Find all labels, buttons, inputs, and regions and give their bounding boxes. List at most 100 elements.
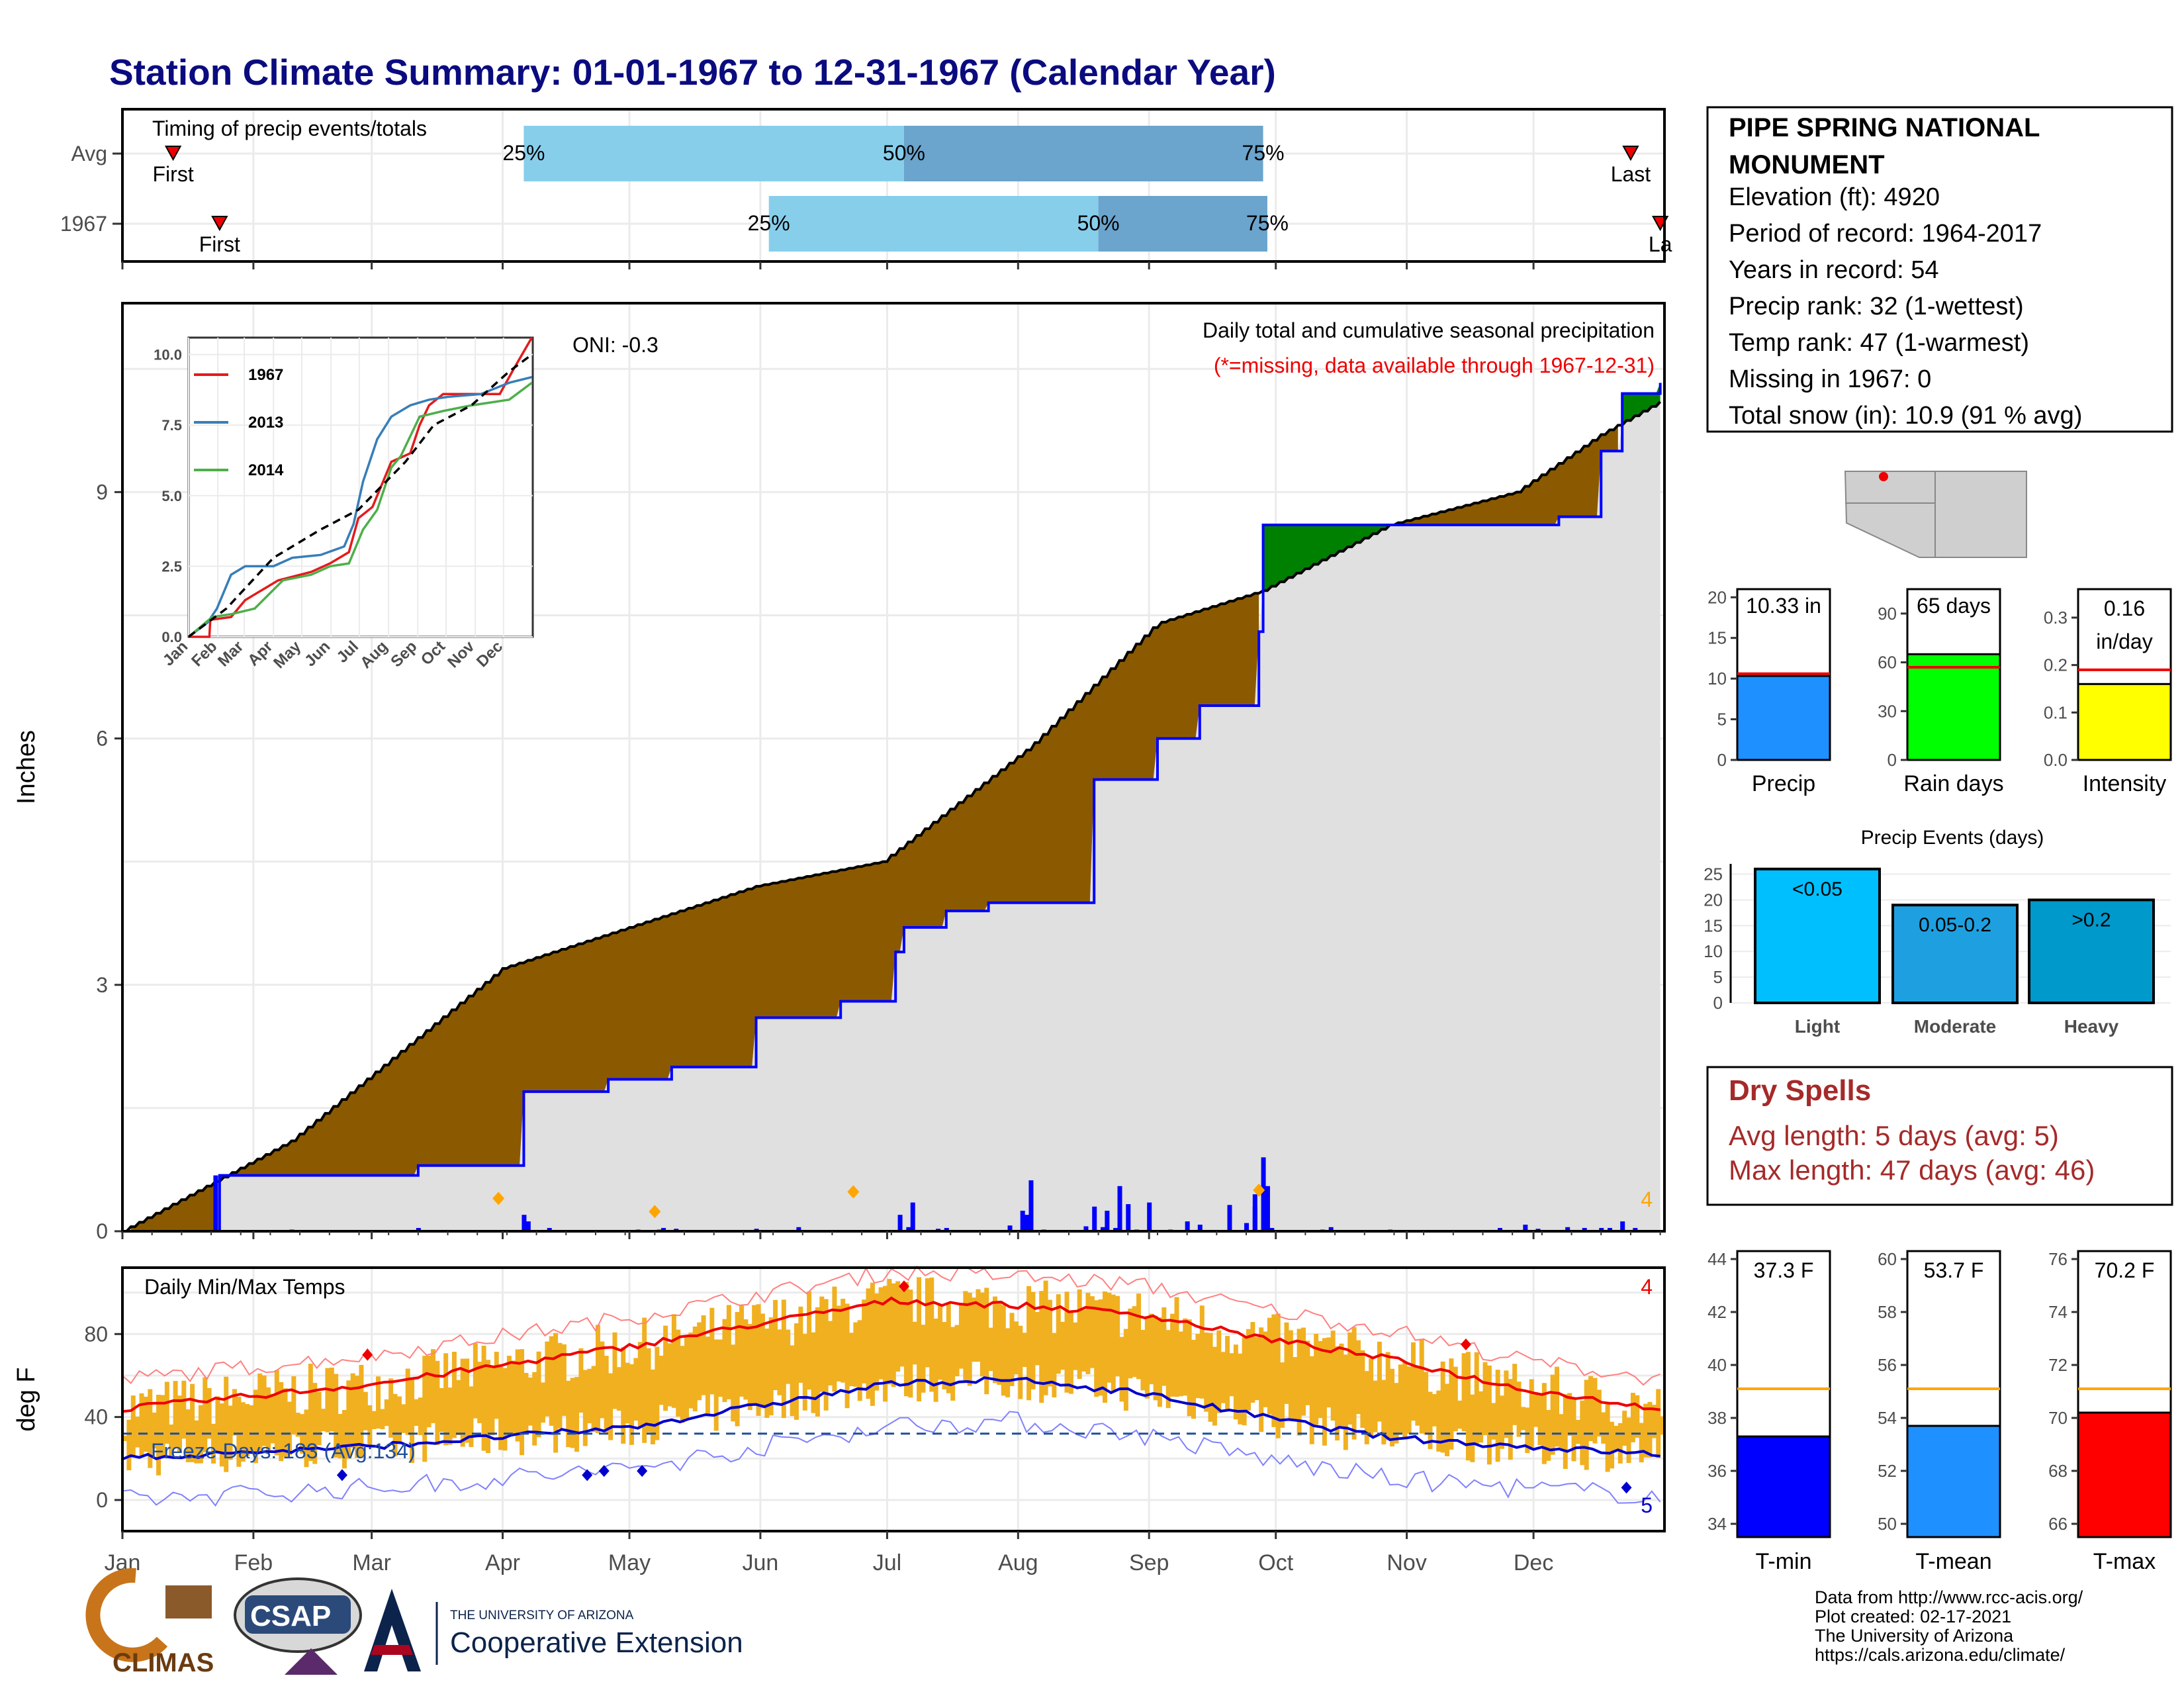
daily-temp-bar: [984, 1288, 989, 1395]
daily-temp-bar: [1030, 1291, 1036, 1389]
daily-temp-bar: [713, 1339, 719, 1431]
daily-temp-bar: [1415, 1366, 1420, 1426]
daily-temp-bar: [857, 1320, 862, 1401]
temp-bar-ytick-label: 76: [2048, 1249, 2068, 1269]
daily-temp-bar: [160, 1395, 165, 1458]
daily-temp-bar: [616, 1367, 621, 1411]
month-label: Jun: [743, 1550, 779, 1575]
avg-max-line: [122, 1296, 1661, 1413]
ua-big-text: Cooperative Extension: [450, 1626, 743, 1659]
daily-temp-bar: [279, 1382, 284, 1462]
quartile-bar-25-50: [768, 196, 1099, 252]
daily-temp-bar: [143, 1396, 148, 1452]
daily-temp-bar: [1056, 1294, 1061, 1374]
daily-temp-bar: [1474, 1352, 1479, 1444]
daily-temp-bar: [1647, 1401, 1653, 1458]
ua-small-text: THE UNIVERSITY OF ARIZONA: [450, 1609, 634, 1622]
daily-temp-bar: [1187, 1319, 1192, 1417]
daily-temp-bar: [460, 1358, 465, 1447]
daily-temp-bar: [747, 1324, 752, 1411]
daily-precip-bar: [1092, 1206, 1097, 1231]
label-75: 75%: [1246, 211, 1289, 235]
daily-temp-bar: [1486, 1365, 1492, 1465]
daily-temp-bar: [1555, 1366, 1560, 1447]
daily-temp-bar: [152, 1412, 157, 1449]
temp-bar-ytick-label: 38: [1707, 1408, 1727, 1428]
daily-temp-bar: [316, 1391, 322, 1446]
daily-precip-bar: [1007, 1225, 1013, 1231]
daily-temp-bar: [1157, 1317, 1162, 1407]
daily-temp-bar: [135, 1417, 140, 1448]
daily-temp-bar: [1132, 1306, 1137, 1378]
climas-logo-text: CLIMAS: [113, 1648, 214, 1677]
record-low-marker: [1621, 1481, 1632, 1494]
daily-temp-bar: [578, 1348, 584, 1413]
daily-temp-bar: [629, 1364, 635, 1445]
daily-temp-bar: [1575, 1419, 1580, 1444]
daily-temp-bar: [185, 1409, 191, 1462]
daily-temp-bar: [866, 1288, 871, 1399]
precip-events-chart: Precip Events (days) 0 5 10 15 20 25 <0.05 Light…: [1704, 827, 2171, 1037]
daily-temp-bar: [1288, 1330, 1293, 1419]
daily-temp-bar: [1123, 1329, 1128, 1411]
daily-temp-bar: [663, 1325, 668, 1411]
record-low-marker: [637, 1465, 648, 1477]
summary-value-text: 0.16: [2104, 596, 2145, 620]
temp-bar-value-text: 37.3 F: [1754, 1258, 1814, 1282]
daily-temp-bar: [536, 1351, 541, 1438]
daily-temp-bar: [917, 1277, 922, 1401]
daily-temp-bar: [997, 1302, 1002, 1385]
daily-temp-bar: [367, 1405, 373, 1447]
daily-temp-bar: [405, 1368, 410, 1435]
daily-temp-bar: [1660, 1416, 1665, 1435]
daily-temp-bar: [709, 1307, 715, 1395]
events-bar-text: 0.05-0.2: [1919, 914, 1991, 936]
events-bar-label: Moderate: [1914, 1016, 1996, 1037]
daily-temp-bar: [1060, 1321, 1066, 1370]
daily-temp-bar: [1347, 1332, 1353, 1425]
daily-temp-bar: [938, 1304, 943, 1380]
daily-temp-bar: [844, 1303, 850, 1409]
daily-temp-bar: [1034, 1311, 1040, 1366]
climas-logo: CLIMAS: [85, 1568, 214, 1677]
daily-temp-bar: [1195, 1334, 1201, 1399]
daily-temp-bar: [1149, 1313, 1154, 1385]
avg-cumulative-line: [122, 400, 1662, 1233]
summary-ytick-label: 0.0: [2044, 750, 2068, 770]
daily-temp-bar: [148, 1389, 153, 1468]
month-label: Dec: [1514, 1550, 1553, 1575]
daily-temp-bar: [899, 1289, 905, 1367]
daily-temp-bar: [253, 1389, 258, 1464]
timing-title: Timing of precip events/totals: [152, 117, 427, 140]
temp-ytick-label: 80: [84, 1322, 108, 1346]
daily-temp-bar: [1140, 1330, 1146, 1391]
inset-ytick-label: 7.5: [161, 417, 182, 434]
temperature-panel: 0 40 80 deg F Daily Min/Max Temps Freeze Days…: [13, 1265, 1666, 1532]
station-info-line: Years in record: 54: [1729, 256, 1939, 284]
summary-bar-label: Intensity: [2083, 771, 2167, 796]
daily-temp-bar: [232, 1389, 237, 1436]
summary-bar-intensity: [2077, 682, 2172, 761]
daily-temp-bar: [494, 1352, 499, 1419]
daily-temp-bar: [1550, 1374, 1555, 1455]
daily-temp-bar: [1043, 1280, 1048, 1395]
daily-temp-bar: [418, 1397, 423, 1436]
daily-temp-bar: [1144, 1317, 1150, 1399]
daily-temp-bar: [1052, 1333, 1057, 1398]
daily-temp-bar: [1001, 1305, 1006, 1396]
station-info-box: PIPE SPRING NATIONAL MONUMENT Elevation …: [1706, 106, 2173, 433]
oni-label: ONI: -0.3: [572, 333, 659, 357]
figure-title: Station Climate Summary: 01-01-1967 to 1…: [109, 52, 1276, 93]
below-cumulative-area: [122, 401, 1661, 1231]
daily-temp-bar: [667, 1343, 672, 1407]
current-cumulative-line: [122, 383, 1662, 1233]
summary-ytick-label: 90: [1878, 604, 1897, 624]
daily-temp-bar: [1102, 1291, 1107, 1403]
daily-precip-bar: [1100, 1227, 1105, 1231]
daily-temp-bar: [870, 1282, 875, 1406]
daily-temp-bar: [786, 1329, 791, 1384]
daily-temp-bar: [1584, 1380, 1589, 1470]
daily-temp-bar: [718, 1339, 723, 1397]
daily-precip-bar: [1028, 1180, 1034, 1231]
daily-precip-bar: [1020, 1210, 1025, 1231]
